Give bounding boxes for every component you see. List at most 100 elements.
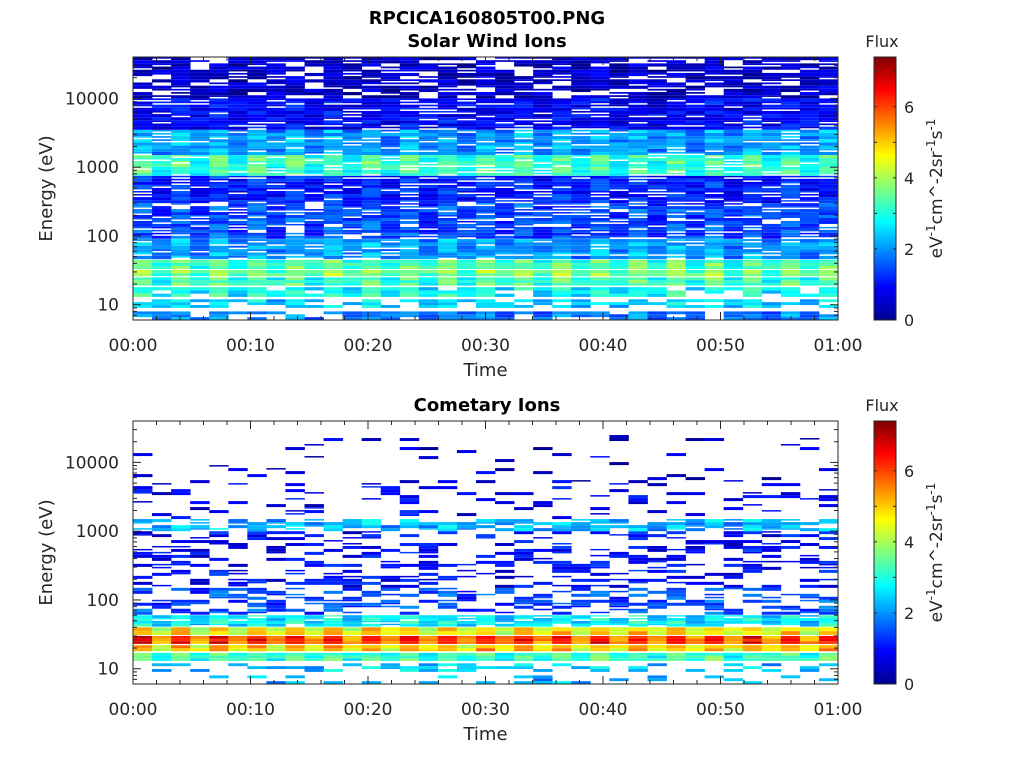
heat-cell [533, 641, 553, 644]
heat-cell [133, 197, 153, 201]
heat-cell [571, 136, 591, 140]
heat-cell [590, 79, 610, 83]
heat-cell [285, 262, 305, 266]
heat-cell [418, 293, 439, 297]
heat-cell [666, 282, 686, 286]
heat-cell [723, 98, 744, 102]
heat-cell [780, 534, 801, 538]
heat-cell [742, 287, 763, 291]
heat-cell [190, 255, 210, 260]
heat-cell [342, 531, 363, 535]
heat-cell [495, 242, 515, 246]
x-tick-label: 00:20 [344, 700, 393, 720]
heat-cell [247, 235, 267, 239]
heat-cell [723, 69, 744, 73]
heat-cell [571, 299, 591, 303]
heat-cell [761, 212, 782, 216]
heat-cell [666, 262, 686, 266]
heat-cell [571, 293, 591, 297]
heat-cell [152, 299, 172, 303]
heat-cell [247, 151, 267, 156]
heat-cell [704, 181, 725, 185]
heat-cell [475, 480, 496, 484]
heat-cell [761, 305, 782, 308]
heat-cell [666, 206, 686, 210]
heat-cell [266, 299, 286, 303]
heat-cell [342, 255, 363, 258]
heat-cell [399, 142, 420, 146]
heat-cell [342, 85, 363, 89]
heat-cell [361, 293, 382, 297]
heat-cell [209, 88, 229, 93]
heat-cell [266, 200, 286, 204]
heat-cell [361, 220, 382, 224]
heat-cell [533, 635, 553, 639]
heat-cell [666, 277, 686, 281]
heat-cell [818, 287, 839, 291]
heat-cell [495, 107, 515, 111]
heat-cell [685, 235, 706, 239]
heat-cell [723, 215, 744, 217]
heat-cell [304, 197, 324, 201]
heat-cell [514, 151, 534, 156]
heat-cell [171, 197, 191, 201]
heat-cell [209, 596, 229, 599]
heat-cell [799, 206, 820, 208]
heat-cell [133, 255, 153, 260]
heat-cell [761, 669, 782, 672]
heat-cell [437, 155, 458, 159]
heat-cell [799, 635, 820, 639]
heat-cell [361, 290, 382, 294]
heat-cell [742, 290, 763, 294]
heat-cell [495, 101, 515, 104]
heat-cell [209, 282, 229, 286]
heat-cell [323, 212, 343, 216]
heat-cell [437, 615, 458, 619]
heat-cell [475, 652, 496, 656]
heat-cell [818, 98, 839, 102]
heat-cell [666, 63, 686, 67]
heat-cell [818, 627, 839, 632]
panel-title-cometary: Cometary Ions [413, 395, 561, 416]
heat-cell [685, 242, 706, 245]
heat-cell [133, 220, 153, 224]
heat-cell [152, 63, 172, 66]
heat-cell [209, 63, 229, 67]
heat-cell [475, 175, 496, 178]
heat-cell [342, 537, 363, 539]
heat-cell [266, 252, 286, 255]
heat-cell [171, 641, 191, 644]
heat-cell [723, 252, 744, 256]
heat-cell [533, 631, 553, 635]
heat-cell [361, 593, 382, 597]
heat-cell [133, 611, 153, 615]
heat-cell [818, 537, 839, 541]
heat-cell [533, 602, 553, 606]
heat-cell [514, 648, 534, 652]
heat-cell [685, 92, 706, 94]
heat-cell [361, 658, 382, 661]
heat-cell [818, 79, 839, 83]
heat-cell [742, 60, 763, 64]
heat-cell [475, 655, 496, 659]
heat-cell [323, 239, 343, 243]
heat-cell [609, 95, 629, 97]
heat-cell [685, 163, 706, 167]
heat-cell [437, 638, 458, 642]
heat-cell [380, 311, 401, 315]
heat-cell [647, 63, 667, 67]
heat-cell [342, 635, 363, 639]
heat-cell [533, 596, 553, 599]
heat-cell [323, 638, 343, 642]
heat-cell [647, 314, 667, 318]
heat-cell [571, 98, 591, 102]
heat-cell [552, 314, 572, 318]
heat-cell [609, 72, 629, 77]
heat-cell [590, 88, 610, 91]
heat-cell [666, 293, 686, 297]
heat-cell [342, 569, 363, 573]
heat-cell [495, 82, 515, 86]
heat-cell [609, 302, 629, 306]
heat-cell [780, 107, 801, 110]
